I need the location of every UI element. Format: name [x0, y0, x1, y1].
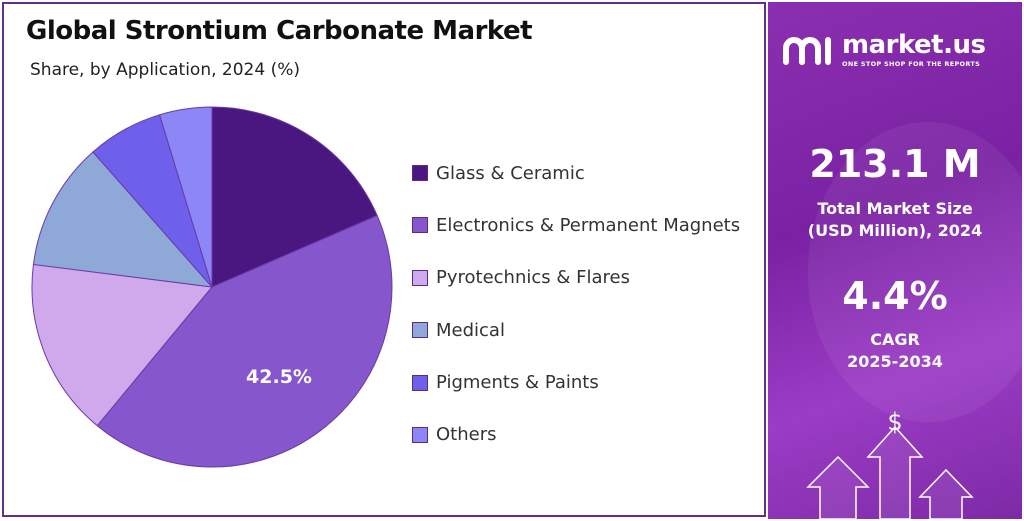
brand-tagline: ONE STOP SHOP FOR THE REPORTS	[842, 60, 981, 68]
legend-swatch	[412, 374, 428, 391]
legend-swatch	[412, 269, 428, 286]
legend-label: Others	[436, 424, 497, 446]
dollar-icon: $	[887, 408, 902, 436]
brand-logo: market.us ONE STOP SHOP FOR THE REPORTS	[782, 30, 986, 70]
pie-slice-glass-ceramic	[211, 106, 378, 288]
cagr-label-line1: CAGR	[870, 330, 920, 349]
pie-slice-pyrotechnics-flares	[31, 263, 213, 427]
pie-slice-electronics-permanent-magnets	[96, 214, 393, 468]
legend-item: Glass & Ceramic	[412, 160, 740, 186]
legend-swatch	[412, 165, 428, 181]
legend-item: Medical	[412, 317, 740, 343]
market-size-label-line1: Total Market Size	[817, 199, 973, 218]
legend-item: Electronics & Permanent Magnets	[412, 212, 740, 238]
market-size-value: 213.1 M	[809, 142, 981, 186]
legend-label: Pyrotechnics & Flares	[436, 267, 630, 289]
legend-item: Pyrotechnics & Flares	[412, 265, 740, 291]
legend-label: Glass & Ceramic	[436, 162, 585, 184]
legend-item: Others	[412, 422, 740, 448]
legend-swatch	[412, 426, 428, 443]
brand-name: market.us	[842, 30, 986, 60]
legend-swatch	[412, 322, 428, 339]
legend-item: Pigments & Paints	[412, 370, 740, 396]
cagr-label-line2: 2025-2034	[847, 352, 943, 371]
background-decoration	[808, 122, 1022, 422]
chart-legend: Glass & Ceramic Electronics & Permanent M…	[412, 160, 740, 474]
market-size-label-line2: (USD Million), 2024	[807, 221, 983, 240]
cagr-value: 4.4%	[842, 274, 948, 318]
legend-swatch	[412, 217, 428, 234]
market-us-logo-icon	[783, 37, 831, 65]
summary-panel: market.us ONE STOP SHOP FOR THE REPORTS …	[768, 2, 1022, 519]
pie-slice-medical	[32, 151, 214, 288]
pie-slice-others	[158, 106, 213, 288]
pie-chart: 42.5%	[31, 106, 393, 468]
chart-title: Global Strontium Carbonate Market	[26, 16, 533, 46]
chart-subtitle: Share, by Application, 2024 (%)	[30, 60, 300, 80]
legend-label: Pigments & Paints	[436, 372, 599, 394]
legend-label: Electronics & Permanent Magnets	[436, 214, 741, 236]
growth-arrows-icon: $	[806, 408, 974, 519]
pie-data-label: 42.5%	[246, 366, 312, 388]
legend-label: Medical	[436, 319, 505, 341]
